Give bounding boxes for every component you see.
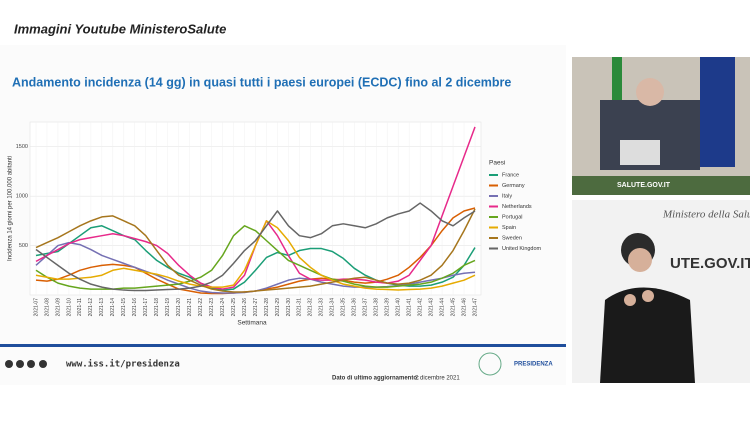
x-tick-label: 2021-30 — [286, 298, 292, 317]
x-tick-label: 2021-16 — [132, 298, 138, 317]
legend-label: France — [502, 172, 519, 178]
legend-label: Portugal — [502, 214, 523, 220]
legend-label: Spain — [502, 225, 516, 231]
bottom-heading: Ministero della Salute — [662, 209, 750, 221]
legend-title: Paesi — [489, 160, 505, 167]
x-tick-label: 2021-12 — [88, 298, 94, 317]
x-tick-label: 2021-35 — [341, 298, 347, 317]
x-tick-label: 2021-37 — [363, 298, 369, 317]
x-tick-label: 2021-41 — [406, 298, 412, 317]
bottom-wall: UTE.GOV.IT — [670, 255, 750, 272]
x-tick-label: 2021-43 — [428, 298, 434, 317]
x-tick-label: 2021-27 — [253, 298, 259, 317]
update-label: Dato di ultimo aggiornamento: — [332, 376, 419, 382]
x-tick-label: 2021-38 — [374, 298, 380, 317]
top-banner: SALUTE.GOV.IT — [617, 182, 671, 189]
x-tick-label: 2021-44 — [439, 298, 445, 317]
social-icons — [5, 360, 47, 368]
legend-label: United Kingdom — [502, 246, 542, 252]
x-tick-label: 2021-24 — [220, 298, 226, 317]
x-tick-label: 2021-14 — [110, 298, 116, 317]
y-tick-label: 1000 — [16, 194, 28, 200]
x-tick-label: 2021-23 — [209, 298, 215, 317]
y-tick-label: 1500 — [16, 144, 28, 150]
x-tick-label: 2021-10 — [66, 298, 72, 317]
x-tick-label: 2021-25 — [231, 298, 237, 317]
x-tick-label: 2021-32 — [308, 298, 314, 317]
x-tick-label: 2021-33 — [319, 298, 325, 317]
series-line — [35, 202, 476, 292]
x-tick-label: 2021-46 — [461, 298, 467, 317]
x-axis-label: Settimana — [237, 320, 267, 327]
x-tick-label: 2021-22 — [198, 298, 204, 317]
footer-url: www.iss.it/presidenza — [66, 359, 180, 370]
chart: 500 1000 1500 2021-07 2021-08 2021-09 2021-10 2… — [8, 121, 542, 327]
logo-text: PRESIDENZA — [514, 362, 553, 368]
chart-title: Andamento incidenza (14 gg) in quasi tut… — [12, 75, 511, 89]
x-tick-label: 2021-31 — [297, 298, 303, 317]
y-tick-label: 500 — [19, 243, 28, 249]
x-tick-label: 2021-18 — [154, 298, 160, 317]
x-tick-label: 2021-39 — [385, 298, 391, 317]
x-tick-label: 2021-47 — [472, 298, 478, 317]
x-tick-label: 2021-40 — [396, 298, 402, 317]
update-date: 2 dicembre 2021 — [415, 376, 460, 382]
x-tick-label: 2021-08 — [44, 298, 50, 317]
x-tick-label: 2021-29 — [275, 298, 281, 317]
x-tick-label: 2021-11 — [77, 298, 83, 316]
legend-label: Netherlands — [502, 204, 532, 210]
legend-label: Sweden — [502, 235, 522, 241]
x-tick-label: 2021-20 — [176, 298, 182, 317]
x-tick-label: 2021-45 — [450, 298, 456, 317]
x-tick-label: 2021-07 — [33, 298, 39, 317]
overlay-caption: Immagini Youtube MinisteroSalute — [14, 21, 226, 36]
video-top: SALUTE.GOV.IT — [572, 57, 750, 195]
x-tick-label: 2021-19 — [165, 298, 171, 317]
x-tick-label: 2021-13 — [99, 298, 105, 317]
x-tick-label: 2021-21 — [187, 298, 193, 317]
x-tick-label: 2021-09 — [55, 298, 61, 317]
footer-rule — [0, 344, 566, 347]
x-tick-label: 2021-36 — [352, 298, 358, 317]
x-tick-label: 2021-28 — [264, 298, 270, 317]
video-bottom: Ministero della Salute UTE.GOV.IT — [572, 200, 750, 383]
series-line — [35, 220, 476, 291]
iss-logo — [478, 352, 502, 376]
x-tick-label: 2021-15 — [121, 298, 127, 317]
x-tick-label: 2021-34 — [330, 298, 336, 317]
x-tick-label: 2021-17 — [143, 298, 149, 317]
legend-label: Germany — [502, 183, 525, 189]
x-tick-label: 2021-42 — [417, 298, 423, 317]
y-axis-label: Incidenza 14 giorni per 100.000 abitanti — [8, 156, 14, 261]
x-tick-label: 2021-26 — [242, 298, 248, 317]
series-line — [35, 208, 476, 293]
legend-label: Italy — [502, 193, 512, 199]
